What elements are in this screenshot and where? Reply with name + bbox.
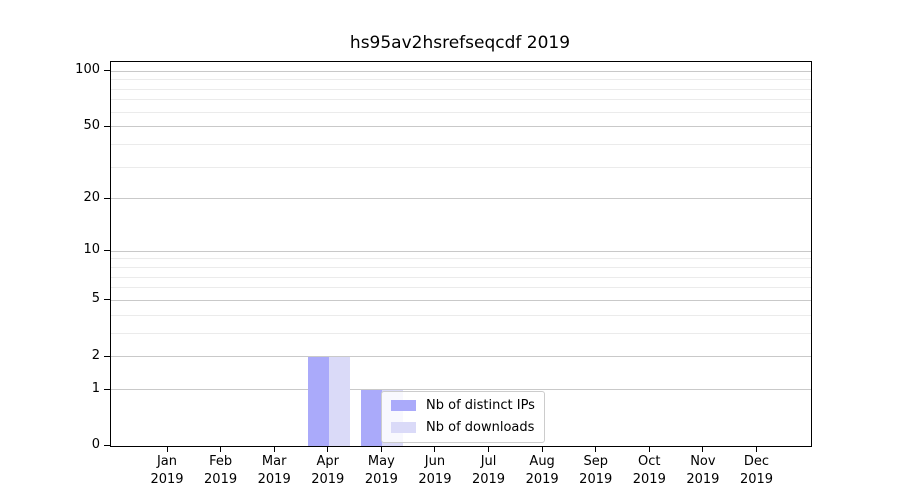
x-tick-year: 2019 bbox=[525, 472, 559, 487]
x-tick-month: Oct bbox=[638, 454, 661, 469]
x-tick-year: 2019 bbox=[311, 472, 345, 487]
gridline-major bbox=[111, 356, 811, 358]
x-tick-month: Jul bbox=[480, 454, 497, 469]
y-axis-tick bbox=[104, 355, 110, 357]
y-axis-tick-label: 100 bbox=[75, 62, 100, 78]
x-tick-month: Feb bbox=[209, 454, 233, 469]
x-tick-year: 2019 bbox=[150, 472, 184, 487]
x-tick-month: Jun bbox=[424, 454, 446, 469]
y-axis-tick-label: 10 bbox=[83, 242, 100, 258]
y-axis-tick bbox=[104, 197, 110, 199]
legend: Nb of distinct IPs Nb of downloads bbox=[381, 391, 545, 443]
x-axis-tick-label: Aug 2019 bbox=[514, 453, 570, 489]
x-tick-month: Jan bbox=[156, 454, 178, 469]
x-axis-tick-label: Oct 2019 bbox=[621, 453, 677, 489]
x-axis-tick-label: Jun 2019 bbox=[407, 453, 463, 489]
gridline-minor bbox=[111, 267, 811, 269]
x-axis-tick-label: Jan 2019 bbox=[139, 453, 195, 489]
x-tick-year: 2019 bbox=[418, 472, 452, 487]
x-axis-tick bbox=[595, 446, 597, 452]
y-axis-tick-label: 50 bbox=[83, 117, 100, 133]
gridline-minor bbox=[111, 314, 811, 316]
gridline-minor bbox=[111, 88, 811, 90]
y-axis-tick-label: 2 bbox=[91, 347, 100, 363]
x-axis-tick bbox=[327, 446, 329, 452]
gridline-minor bbox=[111, 99, 811, 101]
gridline-minor bbox=[111, 287, 811, 289]
x-tick-year: 2019 bbox=[364, 472, 398, 487]
x-axis-tick-label: Apr 2019 bbox=[300, 453, 356, 489]
x-axis-tick bbox=[166, 446, 168, 452]
gridline-minor bbox=[111, 166, 811, 168]
x-axis-tick bbox=[380, 446, 382, 452]
bar-nb-of-distinct-ips-may bbox=[361, 389, 383, 446]
gridline-minor bbox=[111, 79, 811, 81]
x-tick-year: 2019 bbox=[739, 472, 774, 487]
x-axis-tick-label: Jul 2019 bbox=[461, 453, 517, 489]
bar-nb-of-downloads-apr bbox=[328, 356, 350, 446]
x-tick-month: Nov bbox=[690, 454, 716, 469]
y-axis-tick bbox=[104, 388, 110, 390]
x-axis-tick bbox=[702, 446, 704, 452]
x-tick-year: 2019 bbox=[632, 472, 666, 487]
legend-label-distinct-ips: Nb of distinct IPs bbox=[426, 398, 535, 413]
x-tick-year: 2019 bbox=[686, 472, 720, 487]
gridline-major bbox=[111, 126, 811, 128]
y-axis-tick-label: 20 bbox=[83, 189, 100, 205]
gridline-major bbox=[111, 198, 811, 200]
x-axis-tick bbox=[755, 446, 757, 452]
legend-item-distinct-ips: Nb of distinct IPs bbox=[391, 398, 535, 413]
x-tick-month: Apr bbox=[316, 454, 340, 469]
x-axis-tick-label: Mar 2019 bbox=[246, 453, 302, 489]
bar-nb-of-distinct-ips-apr bbox=[307, 356, 329, 446]
plot-area: Nb of distinct IPs Nb of downloads bbox=[110, 61, 812, 447]
gridline-major bbox=[111, 299, 811, 301]
gridline-major bbox=[111, 250, 811, 252]
x-axis-tick-label: Feb 2019 bbox=[193, 453, 249, 489]
y-axis-tick-label: 5 bbox=[91, 291, 100, 307]
x-axis-tick bbox=[541, 446, 543, 452]
gridline-minor bbox=[111, 111, 811, 113]
x-axis-tick bbox=[434, 446, 436, 452]
x-axis-tick bbox=[220, 446, 222, 452]
gridline-major bbox=[111, 389, 811, 391]
x-tick-month: Dec bbox=[743, 454, 770, 469]
x-axis-tick-label: Sep 2019 bbox=[568, 453, 624, 489]
x-tick-year: 2019 bbox=[471, 472, 506, 487]
x-axis-tick-label: May 2019 bbox=[353, 453, 409, 489]
y-axis-tick bbox=[104, 125, 110, 127]
x-tick-year: 2019 bbox=[579, 472, 613, 487]
x-tick-month: Aug bbox=[529, 454, 555, 469]
gridline-minor bbox=[111, 258, 811, 260]
y-axis-tick bbox=[104, 250, 110, 252]
gridline-major bbox=[111, 70, 811, 72]
legend-label-downloads: Nb of downloads bbox=[426, 420, 535, 435]
x-tick-year: 2019 bbox=[257, 472, 291, 487]
y-axis-tick-label: 0 bbox=[91, 437, 100, 452]
x-axis-tick bbox=[648, 446, 650, 452]
x-axis-tick-label: Nov 2019 bbox=[675, 453, 731, 489]
chart-title: hs95av2hsrefseqcdf 2019 bbox=[349, 33, 571, 53]
y-axis-tick bbox=[104, 70, 110, 72]
x-axis-tick-label: Dec 2019 bbox=[728, 453, 784, 489]
y-axis-tick-label: 1 bbox=[91, 380, 100, 396]
legend-swatch-downloads bbox=[391, 422, 416, 433]
x-axis-tick bbox=[488, 446, 490, 452]
x-tick-year: 2019 bbox=[204, 472, 238, 487]
legend-swatch-distinct-ips bbox=[391, 400, 416, 411]
x-axis-tick bbox=[273, 446, 275, 452]
y-axis-tick bbox=[104, 445, 110, 446]
y-axis-tick bbox=[104, 299, 110, 301]
gridline-minor bbox=[111, 143, 811, 145]
x-tick-month: May bbox=[367, 454, 395, 469]
gridline-minor bbox=[111, 276, 811, 278]
x-tick-month: Mar bbox=[261, 454, 287, 469]
gridline-minor bbox=[111, 332, 811, 334]
x-tick-month: Sep bbox=[583, 454, 608, 469]
legend-item-downloads: Nb of downloads bbox=[391, 420, 535, 435]
